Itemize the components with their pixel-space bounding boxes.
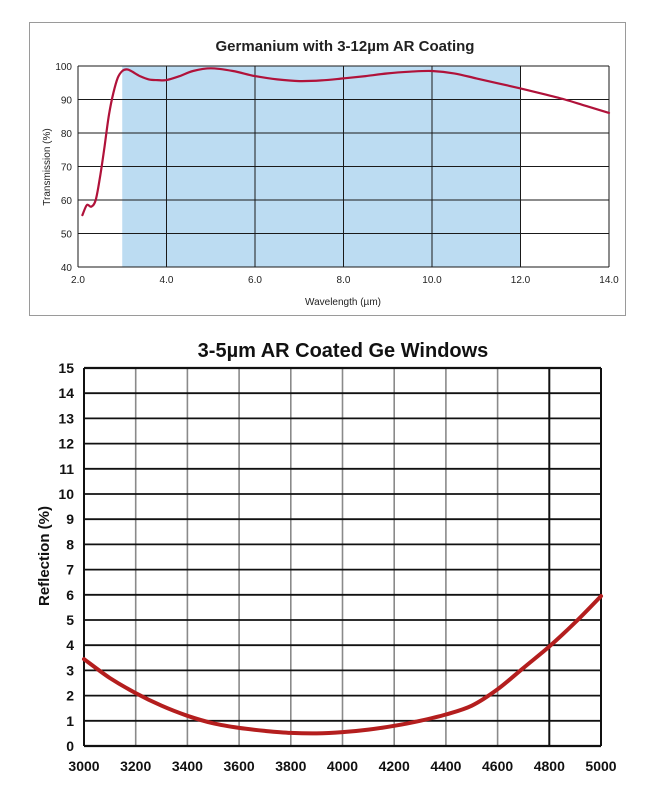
chart-1-y-axis-label: Transmission (%) <box>42 128 53 205</box>
chart-2-plot: 3000 3200 3400 3600 3800 4000 4200 4400 4600 4800… <box>58 360 616 774</box>
chart-2-x-tick-label: 3400 <box>172 758 203 774</box>
chart-2-y-tick-label: 15 <box>58 360 74 376</box>
chart-2-y-tick-label: 5 <box>66 612 74 628</box>
chart-2-x-tick-label: 4600 <box>482 758 513 774</box>
chart-1-title: Germanium with 3-12µm AR Coating <box>216 38 475 55</box>
chart-2-y-tick-label: 10 <box>58 486 74 502</box>
chart-2-y-tick-label: 4 <box>66 637 74 653</box>
chart-2-x-tick-label: 4800 <box>534 758 565 774</box>
chart-1-y-tick-label: 100 <box>55 62 72 73</box>
chart-2-x-tick-label: 3800 <box>275 758 306 774</box>
chart-2-y-tick-label: 9 <box>66 511 74 527</box>
chart-1-plot: 2.0 4.0 6.0 8.0 10.0 12.0 14.0 40 50 60 70 80 90 100 <box>55 62 619 286</box>
chart-2-y-tick-label: 0 <box>66 738 74 754</box>
chart-2-y-axis-label: Reflection (%) <box>36 506 53 606</box>
chart-1-y-tick-label: 80 <box>61 129 73 140</box>
chart-2-y-tick-label: 6 <box>66 587 74 603</box>
chart-2-y-tick-label: 14 <box>58 385 74 401</box>
chart-2-y-tick-label: 1 <box>66 713 74 729</box>
chart-2-x-tick-label: 3000 <box>68 758 99 774</box>
chart-2-x-tick-label: 4400 <box>430 758 461 774</box>
chart-1-y-tick-label: 90 <box>61 96 73 107</box>
chart-1-x-tick-label: 14.0 <box>599 275 619 286</box>
chart-1-x-tick-label: 8.0 <box>337 275 351 286</box>
chart-2-reflection-line <box>82 594 603 736</box>
chart-1-x-tick-label: 6.0 <box>248 275 262 286</box>
chart-1-transmission-line <box>81 67 611 217</box>
chart-2-x-tick-label: 5000 <box>585 758 616 774</box>
chart-2-title: 3-5µm AR Coated Ge Windows <box>198 340 489 362</box>
chart-1-x-tick-label: 10.0 <box>422 275 442 286</box>
chart-2-y-tick-label: 3 <box>66 662 74 678</box>
chart-1-x-tick-label: 4.0 <box>160 275 174 286</box>
chart-2-x-tick-label: 3600 <box>224 758 255 774</box>
chart-2-x-tick-label: 4000 <box>327 758 358 774</box>
chart-1-x-tick-label: 12.0 <box>511 275 531 286</box>
chart-2-y-tick-label: 8 <box>66 536 74 552</box>
chart-1-y-tick-label: 60 <box>61 196 73 207</box>
chart-1-y-tick-label: 50 <box>61 230 73 241</box>
chart-1-y-tick-label: 70 <box>61 163 73 174</box>
chart-2-y-tick-label: 13 <box>58 410 74 426</box>
chart-2-y-tick-label: 2 <box>66 688 74 704</box>
chart-2-y-tick-label: 7 <box>66 562 74 578</box>
chart-1-y-tick-label: 40 <box>61 263 73 274</box>
chart-1-x-tick-label: 2.0 <box>71 275 85 286</box>
chart-2-y-tick-label: 12 <box>58 436 74 452</box>
chart-2-y-tick-label: 11 <box>59 461 74 477</box>
chart-2-x-tick-label: 4200 <box>379 758 410 774</box>
chart-1-x-axis-label: Wavelength (µm) <box>305 297 381 308</box>
chart-2-x-tick-label: 3200 <box>120 758 151 774</box>
